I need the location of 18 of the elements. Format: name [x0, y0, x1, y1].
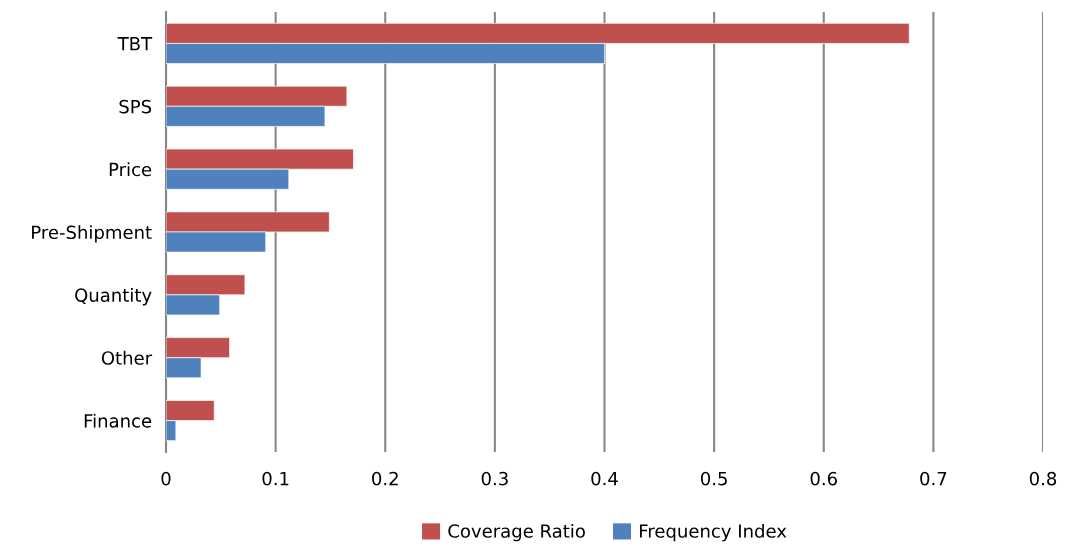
x-tick-label: 0.5 [700, 471, 727, 486]
x-tick-label: 0.3 [481, 471, 508, 486]
y-tick-label: Finance [84, 413, 152, 428]
x-tick-label: 0.1 [262, 471, 289, 486]
y-tick-label: Price [109, 162, 152, 177]
y-tick-label: Quantity [75, 288, 152, 306]
y-tick-label: TBT [117, 37, 153, 51]
legend-label: Frequency Index [640, 523, 787, 542]
legend-label: Coverage Ratio [448, 523, 585, 542]
x-tick-label: 0 [161, 471, 171, 486]
y-tick-label: SPS [119, 99, 152, 114]
x-tick-label: 0.8 [1029, 471, 1057, 486]
x-tick-label: 0.7 [920, 471, 947, 486]
x-tick-label: 0.6 [810, 471, 837, 486]
y-tick-label: Pre-Shipment [32, 225, 152, 243]
y-tick-label: Other [101, 350, 153, 365]
x-tick-label: 0.2 [372, 471, 398, 486]
x-tick-label: 0.4 [591, 471, 618, 486]
